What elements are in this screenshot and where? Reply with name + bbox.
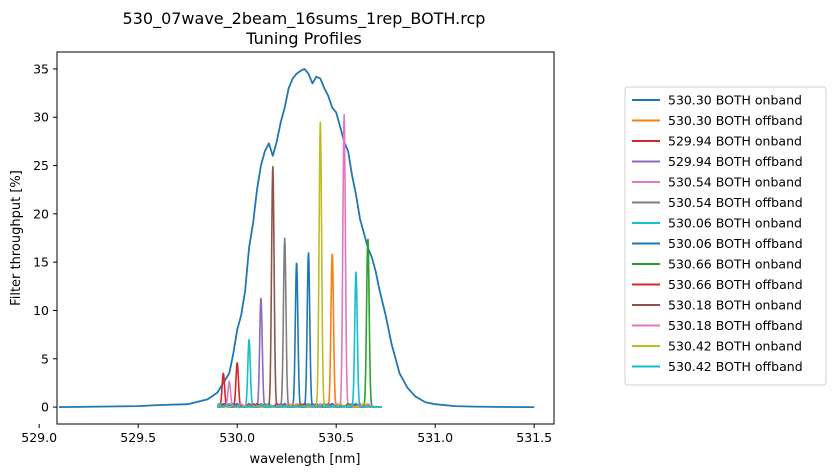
plot-frame [56,51,555,425]
x-tick-label: 529.5 [120,430,156,445]
series-line [216,113,383,408]
y-tick-label: 20 [33,206,49,221]
y-tick-label: 0 [41,400,49,415]
legend-entry: 530.54 BOTH onband [668,175,802,190]
series-line [216,121,383,408]
legend-entry: 529.94 BOTH offband [668,154,803,169]
y-tick-label: 15 [33,255,49,270]
x-tick-label: 530.0 [219,430,255,445]
legend-entry: 529.94 BOTH onband [668,134,802,149]
y-tick-label: 30 [33,110,49,125]
plot-area [58,68,535,408]
legend-entry: 530.66 BOTH onband [668,257,802,272]
y-tick-label: 35 [33,61,49,76]
legend-frame [624,86,827,386]
legend-entry: 530.06 BOTH onband [668,216,802,231]
legend-entry: 530.42 BOTH offband [668,359,803,374]
x-tick-label: 530.5 [318,430,354,445]
series-line [216,271,383,408]
x-axis: 529.0 529.5 530.0 530.5 531.0 531.5 [21,424,552,445]
legend-entry: 530.30 BOTH offband [668,113,803,128]
legend-entry: 530.18 BOTH offband [668,318,803,333]
x-tick-label: 531.5 [516,430,552,445]
x-tick-label: 529.0 [21,430,57,445]
legend-entry: 530.66 BOTH offband [668,277,803,292]
x-axis-label: wavelength [nm] [250,452,361,467]
y-axis: 0 5 10 15 20 25 30 35 [33,61,57,415]
series-layer [58,68,535,408]
y-tick-label: 5 [41,351,49,366]
legend-entry: 530.06 BOTH offband [668,236,803,251]
y-tick-label: 25 [33,158,49,173]
legend-entry: 530.30 BOTH onband [668,93,802,108]
legend-entry: 530.18 BOTH onband [668,298,802,313]
chart-title: 530_07wave_2beam_16sums_1rep_BOTH.rcp [123,9,486,29]
legend: 530.30 BOTH onband 530.30 BOTH offband 529… [624,86,827,386]
y-tick-label: 10 [33,303,49,318]
legend-entry: 530.42 BOTH onband [668,339,802,354]
y-axis-label: Filter throughput [%] [9,170,24,306]
chart-subtitle: Tuning Profiles [245,29,362,48]
envelope-line [58,68,535,408]
x-tick-label: 531.0 [417,430,453,445]
legend-entry: 530.54 BOTH offband [668,195,803,210]
